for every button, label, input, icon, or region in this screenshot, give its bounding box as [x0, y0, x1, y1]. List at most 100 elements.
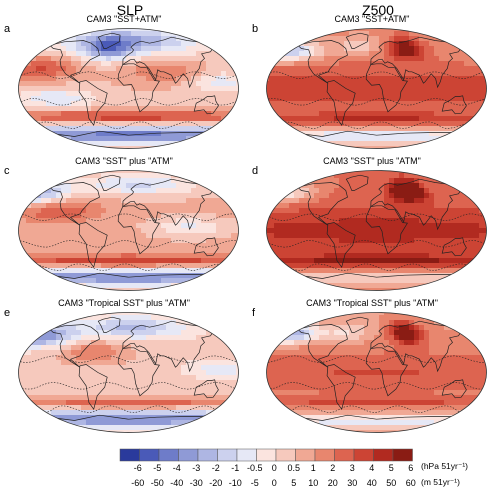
colorbar-tick-label-slp: -5 — [153, 463, 162, 473]
panel-letter: d — [252, 165, 259, 177]
coastline — [326, 80, 356, 127]
colorbar-swatch — [197, 448, 218, 462]
coastline — [122, 36, 215, 89]
colorbar-swatch — [353, 448, 374, 462]
coastline — [117, 63, 160, 113]
panel-letter: c — [4, 165, 10, 177]
anomaly-field — [266, 170, 487, 291]
significance-contour — [287, 405, 466, 413]
colorbar-swatch — [217, 448, 238, 462]
colorbar-tick-label-slp: 0.5 — [287, 463, 301, 473]
colorbar-tick-label-slp: 1 — [310, 463, 316, 473]
coastline — [365, 347, 408, 397]
coastline — [370, 320, 463, 373]
colorbar-swatch — [392, 448, 413, 462]
coastline — [345, 316, 369, 333]
significance-contour — [38, 405, 219, 413]
significance-contour — [268, 240, 485, 248]
colorbar-tick-label-slp: 6 — [408, 463, 414, 473]
colorbar-tick-label-slp: 2 — [330, 463, 336, 473]
panel-letter: e — [4, 307, 11, 319]
panel-title: CAM3 "SST+ATM" — [86, 14, 162, 24]
significance-contour — [267, 355, 485, 363]
anomaly-field — [18, 28, 239, 149]
anomaly-field — [18, 312, 239, 433]
map-border — [18, 170, 239, 291]
significance-contour — [20, 71, 237, 79]
coastline — [78, 364, 108, 411]
coastline — [49, 182, 100, 226]
coastline — [78, 80, 108, 127]
colorbar-tick-label-z500: -5 — [250, 478, 259, 488]
colorbar-tick-label-z500: -40 — [170, 478, 184, 488]
coastline — [297, 40, 348, 84]
colorbar-tick-label-z500: 10 — [308, 478, 319, 488]
anomaly-field — [266, 312, 487, 433]
map-panel-c: CAM3 "SST" plus "ATM" c — [4, 156, 244, 296]
panel-title: CAM3 "Tropical SST" plus "ATM" — [306, 298, 438, 308]
colorbar-tick-label-z500: 0 — [271, 478, 277, 488]
anomaly-field — [266, 28, 487, 149]
significance-contour — [269, 213, 484, 221]
colorbar-tick-label-z500: 50 — [386, 478, 397, 488]
colorbar-unit-slp: (hPa 51yr⁻¹) — [421, 461, 468, 471]
coastline — [441, 237, 467, 257]
coastline — [42, 272, 215, 291]
coastline — [193, 379, 219, 399]
coastline — [326, 222, 356, 269]
panel-title: CAM3 "SST" plus "ATM" — [75, 156, 173, 166]
colorbar-swatch — [373, 448, 394, 462]
panel-title: CAM3 "Tropical SST" plus "ATM" — [58, 298, 190, 308]
significance-contour — [33, 263, 224, 271]
colorbar-tick-label-slp: 4 — [369, 463, 375, 473]
significance-contour — [21, 382, 236, 390]
colorbar-tick-label-slp: -3 — [192, 463, 201, 473]
anomaly-field — [18, 170, 239, 291]
coastline — [49, 324, 100, 368]
world-map-slp — [18, 28, 239, 149]
colorbar-tick-label-z500: -10 — [228, 478, 242, 488]
coastline — [441, 379, 467, 399]
colorbar-swatch — [334, 448, 355, 462]
significance-contour — [36, 121, 221, 129]
colorbar-swatch — [295, 448, 316, 462]
world-map-z500 — [266, 28, 487, 149]
map-border — [266, 312, 487, 433]
significance-contour — [20, 355, 237, 363]
colorbar-tick-label-slp: -2 — [211, 463, 220, 473]
coastline — [78, 222, 108, 269]
colorbar-tick-label-slp: -4 — [172, 463, 181, 473]
world-map-slp — [18, 312, 239, 433]
coastline — [193, 95, 219, 115]
coastline — [370, 178, 463, 231]
significance-contour — [281, 121, 472, 129]
colorbar-swatch — [139, 448, 160, 462]
coastline — [42, 414, 215, 433]
colorbar-swatch — [314, 448, 335, 462]
coastline — [345, 174, 369, 191]
colorbar-swatch — [256, 448, 277, 462]
coastline — [441, 95, 467, 115]
coastline — [290, 272, 463, 291]
colorbar-tick-label-z500: 30 — [347, 478, 358, 488]
colorbar-unit-z500: (m 51yr⁻¹) — [421, 477, 460, 487]
colorbar-tick-label-slp: 5 — [388, 463, 394, 473]
coastline — [97, 316, 121, 333]
coastline — [290, 414, 463, 433]
coastline — [42, 130, 215, 149]
colorbar-swatch — [158, 448, 179, 462]
coastline — [345, 32, 369, 49]
colorbar-tick-label-z500: 40 — [366, 478, 377, 488]
colorbar-tick-label-z500: -60 — [131, 478, 145, 488]
colorbar-tick-label-z500: 20 — [327, 478, 338, 488]
map-panel-b: CAM3 "SST+ATM" b — [252, 14, 492, 154]
coastline — [326, 364, 356, 411]
coastline — [97, 174, 121, 191]
colorbar-tick-label-z500: -20 — [209, 478, 223, 488]
significance-contour — [268, 98, 485, 106]
panel-letter: a — [4, 23, 11, 35]
colorbar-swatch — [178, 448, 199, 462]
map-panel-d: CAM3 "SST" plus "ATM" d — [252, 156, 492, 296]
significance-contour — [20, 98, 237, 106]
coastline — [122, 320, 215, 373]
